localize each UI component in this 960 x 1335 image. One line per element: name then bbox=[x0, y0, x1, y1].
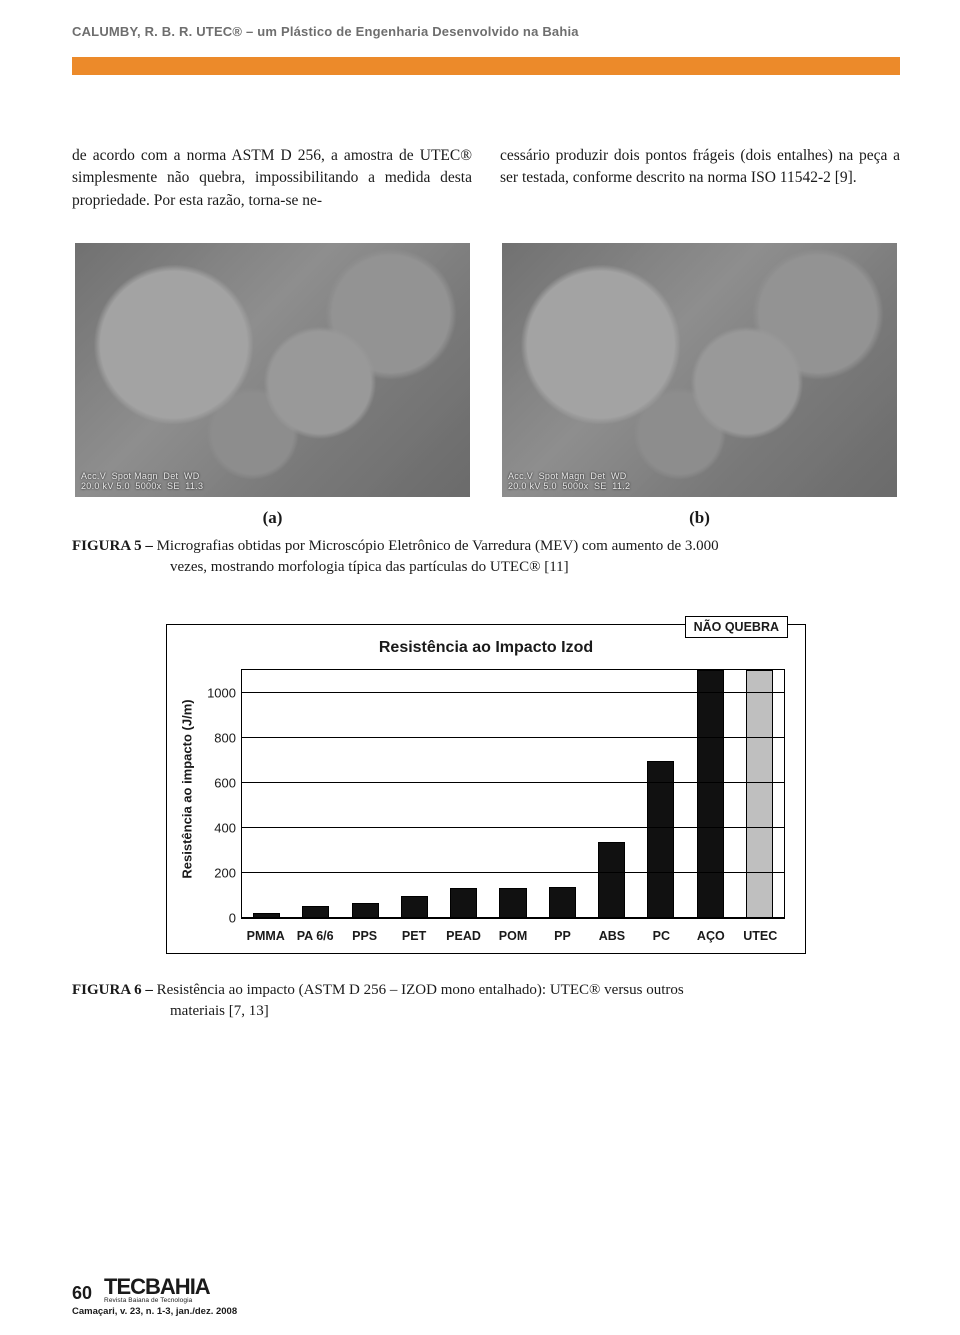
chart-bar bbox=[352, 903, 379, 919]
chart-bar bbox=[697, 670, 724, 918]
chart-bar bbox=[746, 670, 773, 918]
chart-title: Resistência ao Impacto Izod bbox=[167, 639, 805, 657]
figure5-caption-line1: Micrografias obtidas por Microscópio Ele… bbox=[157, 538, 719, 554]
journal-logo: TECBAHIA Revista Baiana de Tecnologia bbox=[104, 1278, 210, 1304]
sem-image-b: Acc.V Spot Magn Det WD 20.0 kV 5.0 5000x… bbox=[499, 240, 900, 500]
chart-gridline bbox=[242, 782, 784, 783]
figure5-label-a: (a) bbox=[72, 508, 473, 528]
body-columns: de acordo com a norma ASTM D 256, a amos… bbox=[72, 145, 900, 212]
chart-x-labels: PMMA PA 6/6 PPS PET PEAD POM PP ABS PC AÇO UTEC bbox=[241, 925, 785, 943]
page-number: 60 bbox=[72, 1283, 92, 1304]
sem-image-a: Acc.V Spot Magn Det WD 20.0 kV 5.0 5000x… bbox=[72, 240, 473, 500]
body-col-left: de acordo com a norma ASTM D 256, a amos… bbox=[72, 145, 472, 212]
chart-gridline bbox=[242, 692, 784, 693]
header-accent-bar bbox=[72, 57, 900, 75]
impact-chart: NÃO QUEBRA Resistência ao Impacto Izod R… bbox=[166, 624, 806, 954]
figure5-caption-label: FIGURA 5 – bbox=[72, 538, 153, 554]
figure6-caption-line2: materiais [7, 13] bbox=[72, 1001, 900, 1022]
figure5-caption-line2: vezes, mostrando morfologia típica das p… bbox=[72, 557, 900, 578]
figure5-images: Acc.V Spot Magn Det WD 20.0 kV 5.0 5000x… bbox=[72, 240, 900, 500]
journal-ref: Camaçari, v. 23, n. 1-3, jan./dez. 2008 bbox=[72, 1306, 237, 1317]
figure5-caption: FIGURA 5 – Micrografias obtidas por Micr… bbox=[72, 536, 900, 578]
chart-ytick: 600 bbox=[214, 776, 236, 791]
chart-ytick: 800 bbox=[214, 731, 236, 746]
figure5-sublabels: (a) (b) bbox=[72, 508, 900, 528]
figure6-caption-line1: Resistência ao impacto (ASTM D 256 – IZO… bbox=[157, 982, 684, 998]
chart-ytick: 400 bbox=[214, 821, 236, 836]
chart-gridline bbox=[242, 737, 784, 738]
chart-xlabel: PMMA bbox=[247, 929, 285, 943]
chart-ytick: 1000 bbox=[207, 685, 236, 700]
figure5-label-b: (b) bbox=[499, 508, 900, 528]
chart-bar bbox=[598, 842, 625, 919]
chart-bar bbox=[499, 888, 526, 918]
figure6-caption-label: FIGURA 6 – bbox=[72, 982, 153, 998]
journal-logo-text: TECBAHIA bbox=[104, 1278, 210, 1296]
chart-ytick: 0 bbox=[229, 911, 236, 926]
page-footer: 60 TECBAHIA Revista Baiana de Tecnologia… bbox=[72, 1278, 237, 1317]
chart-badge: NÃO QUEBRA bbox=[685, 616, 788, 638]
chart-xlabel: PP bbox=[554, 929, 571, 943]
chart-ytick: 200 bbox=[214, 866, 236, 881]
chart-xlabel: PEAD bbox=[446, 929, 481, 943]
chart-xlabel: ABS bbox=[599, 929, 625, 943]
chart-xlabel: PA 6/6 bbox=[297, 929, 334, 943]
chart-gridline bbox=[242, 872, 784, 873]
figure6-caption: FIGURA 6 – Resistência ao impacto (ASTM … bbox=[72, 980, 900, 1022]
chart-xlabel: PPS bbox=[352, 929, 377, 943]
chart-bar bbox=[647, 761, 674, 919]
chart-plot-area: 02004006008001000 bbox=[241, 669, 785, 919]
chart-gridline bbox=[242, 917, 784, 918]
chart-gridline bbox=[242, 827, 784, 828]
chart-xlabel: PET bbox=[402, 929, 426, 943]
page: CALUMBY, R. B. R. UTEC® – um Plástico de… bbox=[0, 0, 960, 1335]
body-col-right: cessário produzir dois pontos frágeis (d… bbox=[500, 145, 900, 212]
chart-xlabel: PC bbox=[653, 929, 670, 943]
sem-image-b-caption: Acc.V Spot Magn Det WD 20.0 kV 5.0 5000x… bbox=[508, 471, 630, 491]
chart-bars bbox=[242, 670, 784, 918]
chart-xlabel: UTEC bbox=[743, 929, 777, 943]
chart-xlabel: POM bbox=[499, 929, 527, 943]
chart-bar bbox=[401, 896, 428, 919]
chart-bar bbox=[450, 888, 477, 918]
sem-image-a-caption: Acc.V Spot Magn Det WD 20.0 kV 5.0 5000x… bbox=[81, 471, 203, 491]
chart-y-axis-label: Resistência ao impacto (J/m) bbox=[180, 700, 195, 879]
chart-bar bbox=[549, 887, 576, 919]
chart-frame: Resistência ao Impacto Izod Resistência … bbox=[166, 624, 806, 954]
running-head: CALUMBY, R. B. R. UTEC® – um Plástico de… bbox=[72, 24, 900, 39]
chart-xlabel: AÇO bbox=[697, 929, 725, 943]
